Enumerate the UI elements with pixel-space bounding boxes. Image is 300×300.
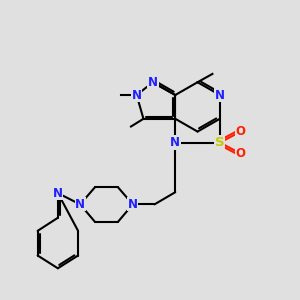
Text: N: N xyxy=(170,136,180,149)
Text: N: N xyxy=(132,88,142,101)
Text: S: S xyxy=(215,136,225,149)
Text: O: O xyxy=(236,125,246,138)
Text: O: O xyxy=(236,147,246,160)
Text: N: N xyxy=(148,76,158,89)
Text: N: N xyxy=(53,187,63,200)
Text: N: N xyxy=(75,198,85,211)
Text: N: N xyxy=(215,88,225,101)
Text: N: N xyxy=(128,198,138,211)
